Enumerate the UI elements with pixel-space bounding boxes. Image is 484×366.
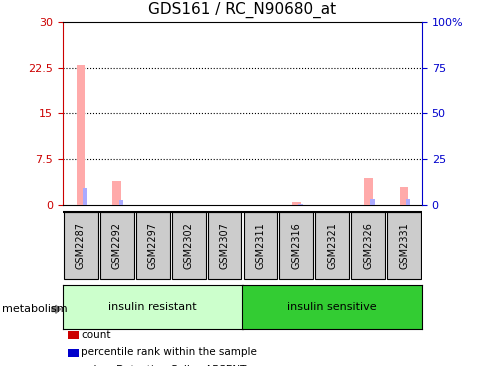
Text: GSM2287: GSM2287 <box>76 222 86 269</box>
Bar <box>76 65 85 205</box>
FancyBboxPatch shape <box>136 212 169 279</box>
FancyBboxPatch shape <box>243 212 277 279</box>
Bar <box>298 204 302 205</box>
FancyBboxPatch shape <box>315 212 348 279</box>
FancyBboxPatch shape <box>207 212 241 279</box>
FancyBboxPatch shape <box>350 212 384 279</box>
Text: percentile rank within the sample: percentile rank within the sample <box>81 347 257 358</box>
Bar <box>369 198 374 205</box>
Text: GSM2331: GSM2331 <box>398 222 408 269</box>
Text: insulin sensitive: insulin sensitive <box>287 302 376 313</box>
Text: GSM2326: GSM2326 <box>363 222 372 269</box>
Bar <box>119 201 123 205</box>
Text: GSM2321: GSM2321 <box>327 222 336 269</box>
FancyBboxPatch shape <box>171 212 205 279</box>
Bar <box>83 188 87 205</box>
Bar <box>291 202 300 205</box>
Text: value, Detection Call = ABSENT: value, Detection Call = ABSENT <box>81 365 246 366</box>
FancyBboxPatch shape <box>386 212 420 279</box>
Text: insulin resistant: insulin resistant <box>108 302 197 313</box>
Text: GSM2297: GSM2297 <box>148 222 157 269</box>
Title: GDS161 / RC_N90680_at: GDS161 / RC_N90680_at <box>148 1 336 18</box>
Bar <box>405 199 409 205</box>
Text: GSM2302: GSM2302 <box>183 222 193 269</box>
FancyBboxPatch shape <box>279 212 313 279</box>
Text: GSM2311: GSM2311 <box>255 222 265 269</box>
Bar <box>399 187 408 205</box>
Text: metabolism: metabolism <box>2 304 68 314</box>
Bar <box>363 178 372 205</box>
Text: GSM2307: GSM2307 <box>219 222 229 269</box>
Text: GSM2292: GSM2292 <box>112 222 121 269</box>
Text: count: count <box>81 330 111 340</box>
Text: GSM2316: GSM2316 <box>291 222 301 269</box>
Bar <box>112 180 121 205</box>
FancyBboxPatch shape <box>64 212 98 279</box>
FancyBboxPatch shape <box>100 212 134 279</box>
